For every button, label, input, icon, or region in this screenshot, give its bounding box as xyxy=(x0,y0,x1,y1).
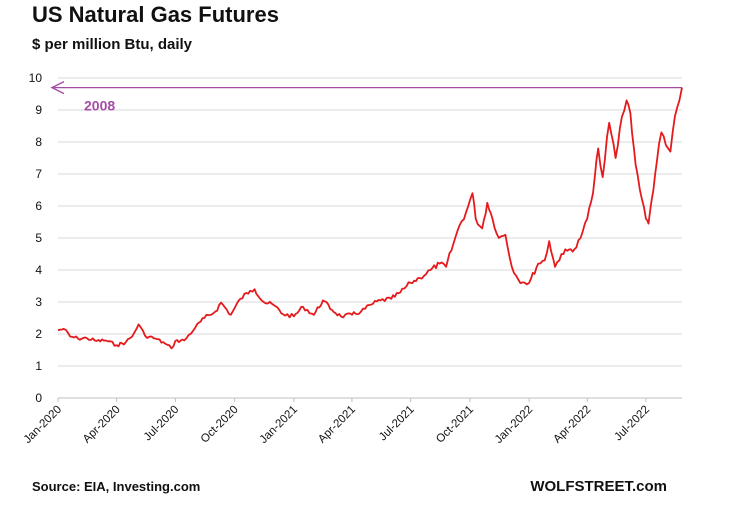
x-tick-label: Jan-2021 xyxy=(258,404,300,446)
y-tick-label-10: 10 xyxy=(29,71,43,85)
y-tick-label-9: 9 xyxy=(35,103,42,117)
chart-subtitle: $ per million Btu, daily xyxy=(32,36,193,53)
y-tick-label-3: 3 xyxy=(35,295,42,309)
brand-label: WOLFSTREET.com xyxy=(530,478,667,495)
x-tick-label: Apr-2021 xyxy=(316,404,358,446)
y-tick-label-7: 7 xyxy=(35,167,42,181)
series-layer xyxy=(57,87,683,350)
reference-arrowhead xyxy=(50,80,65,95)
reference-label: 2008 xyxy=(84,98,115,114)
x-tick-label: Jul-2022 xyxy=(612,404,652,444)
y-tick-labels: 0 1 2 3 4 5 6 7 8 9 10 xyxy=(29,71,43,405)
x-tick-label: Jan-2020 xyxy=(22,404,64,446)
chart-title: US Natural Gas Futures xyxy=(32,2,279,27)
y-tick-label-2: 2 xyxy=(35,327,42,341)
x-tick-label: Oct-2021 xyxy=(434,404,476,446)
x-tick-label: Jul-2021 xyxy=(377,404,417,444)
x-tick-label: Jan-2022 xyxy=(493,404,535,446)
x-tick-label: Apr-2022 xyxy=(551,404,593,446)
series-line xyxy=(57,87,683,350)
x-tick-label: Oct-2020 xyxy=(199,404,241,446)
source-note: Source: EIA, Investing.com xyxy=(32,479,201,494)
y-tick-label-5: 5 xyxy=(35,231,42,245)
x-tick-label: Jul-2020 xyxy=(142,404,182,444)
grid-layer xyxy=(57,77,682,402)
x-tick-labels: Jan-2020 Apr-2020 Jul-2020 Oct-2020 Jan-2021… xyxy=(22,404,652,446)
reference-2008-layer: 2008 xyxy=(50,80,682,114)
y-tick-label-6: 6 xyxy=(35,199,42,213)
y-tick-label-8: 8 xyxy=(35,135,42,149)
x-tick-label: Apr-2020 xyxy=(81,404,123,446)
y-tick-label-4: 4 xyxy=(35,263,42,277)
y-tick-label-1: 1 xyxy=(35,359,42,373)
y-tick-label-0: 0 xyxy=(35,391,42,405)
